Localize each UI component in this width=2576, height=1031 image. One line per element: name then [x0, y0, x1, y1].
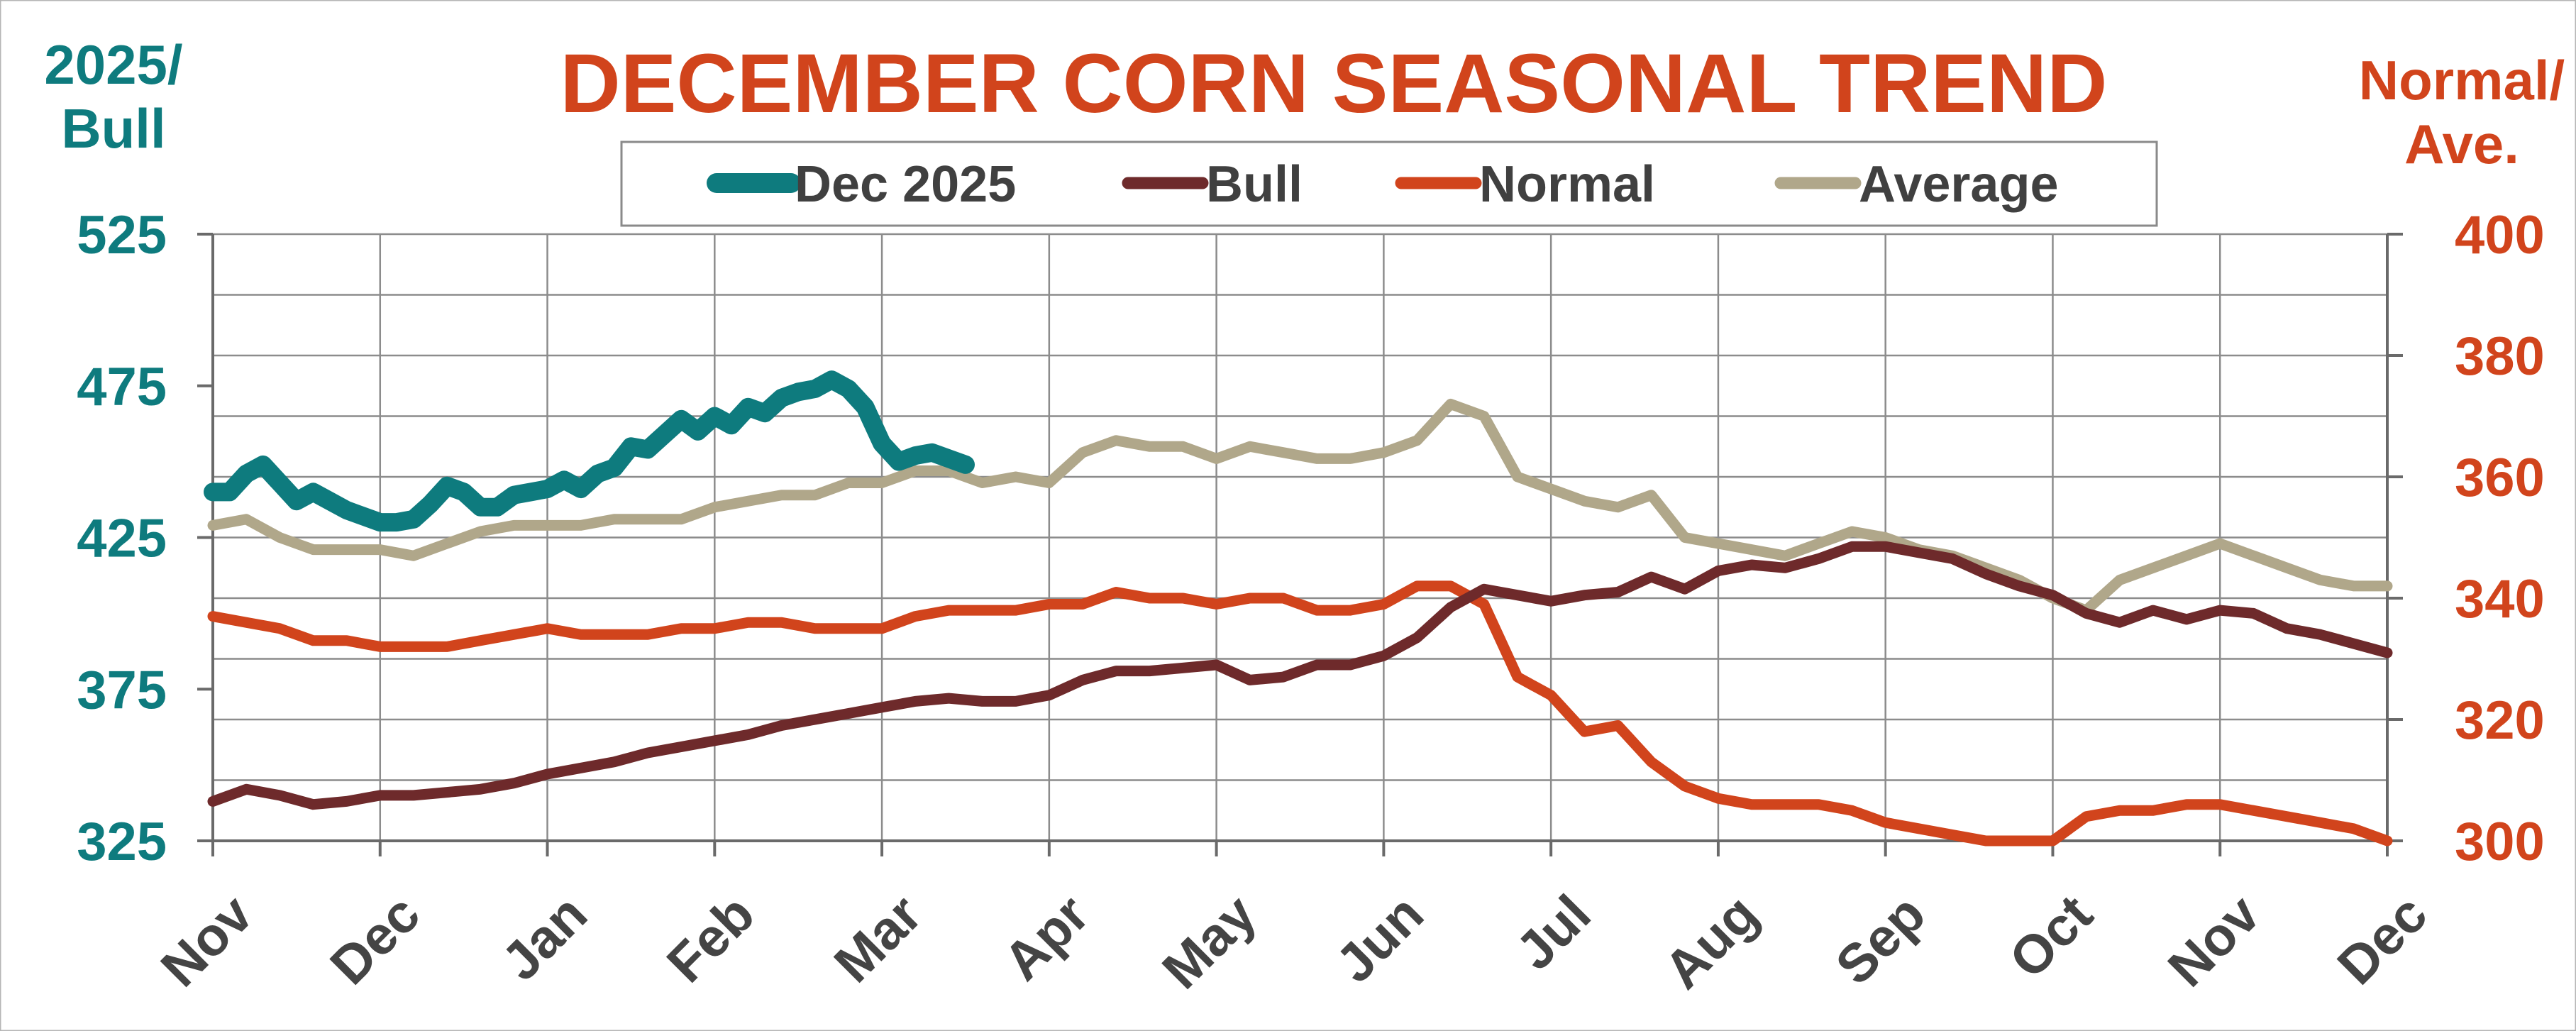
- right-tick-label: 340: [2455, 569, 2545, 629]
- right-tick-label: 360: [2455, 448, 2545, 508]
- left-tick-label: 325: [77, 812, 167, 872]
- left-tick-label: 525: [77, 205, 167, 265]
- series-line-dec-2025: [204, 370, 975, 532]
- series-line-bull: [207, 541, 2393, 810]
- legend-label: Normal: [1479, 156, 1655, 213]
- right-tick-label: 320: [2455, 690, 2545, 751]
- right-tick-label: 400: [2455, 205, 2545, 265]
- legend-label: Bull: [1206, 156, 1303, 213]
- legend-label: Average: [1859, 156, 2059, 213]
- left-axis-label-line-1: 2025/: [44, 33, 182, 96]
- left-axis-label: 2025/ Bull: [44, 33, 182, 160]
- right-axis-label-line-2: Ave.: [2404, 113, 2519, 175]
- left-tick-label: 375: [77, 660, 167, 720]
- right-tick-label: 380: [2455, 326, 2545, 387]
- chart-title: DECEMBER CORN SEASONAL TREND: [560, 37, 2108, 131]
- right-axis-label: Normal/ Ave.: [2359, 49, 2565, 175]
- series-line-normal: [207, 580, 2393, 847]
- legend-box: [620, 140, 2158, 227]
- left-tick-label: 425: [77, 509, 167, 569]
- legend: Dec 2025 Bull Normal Average: [620, 140, 2158, 227]
- left-tick-label: 475: [77, 357, 167, 417]
- legend-label: Dec 2025: [795, 156, 1016, 213]
- series-group: [204, 370, 2393, 847]
- right-axis-label-line-1: Normal/: [2359, 49, 2565, 111]
- left-axis-label-line-2: Bull: [61, 97, 165, 160]
- right-tick-label: 300: [2455, 812, 2545, 872]
